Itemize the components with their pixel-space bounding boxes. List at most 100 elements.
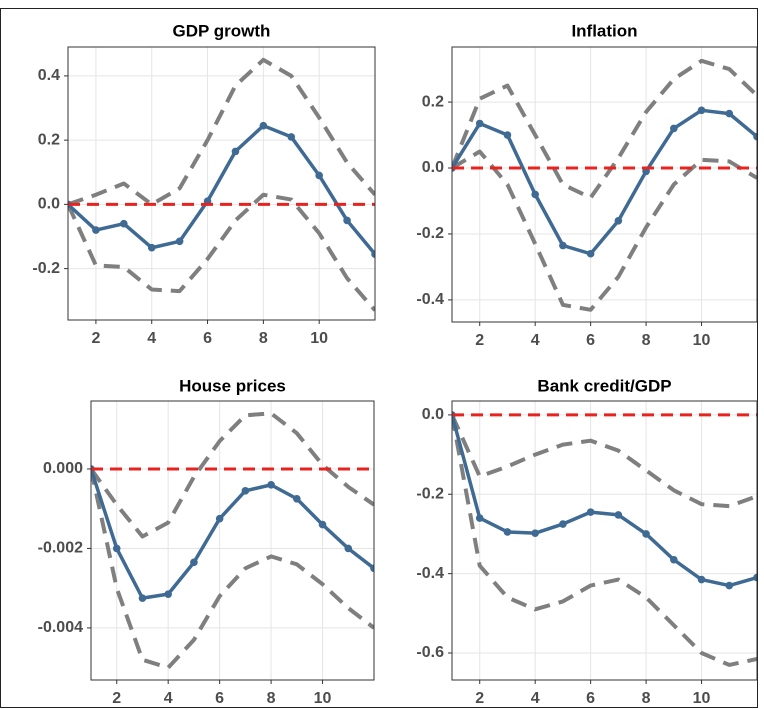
x-tick-label: 8 bbox=[642, 690, 651, 707]
marker bbox=[318, 520, 327, 529]
series-line bbox=[68, 57, 375, 207]
plot-border bbox=[67, 46, 376, 321]
marker bbox=[175, 237, 184, 246]
series-line bbox=[452, 58, 757, 200]
series-line bbox=[452, 149, 757, 312]
y-tick-label: -0.4 bbox=[416, 291, 444, 308]
x-tick-label: 2 bbox=[112, 690, 121, 707]
series-line bbox=[68, 192, 375, 312]
y-tick-label: -0.004 bbox=[38, 619, 83, 636]
marker bbox=[215, 514, 224, 523]
panel-title: Bank credit/GDP bbox=[537, 376, 671, 395]
series-line bbox=[91, 468, 374, 600]
x-tick-label: 6 bbox=[203, 330, 212, 347]
marker bbox=[753, 132, 757, 141]
plot-border bbox=[451, 400, 758, 681]
x-tick-label: 2 bbox=[91, 330, 100, 347]
marker bbox=[241, 487, 250, 495]
x-tick-label: 10 bbox=[310, 330, 328, 347]
marker bbox=[614, 216, 623, 225]
y-tick-label: 0.0 bbox=[38, 196, 60, 213]
marker bbox=[559, 241, 567, 250]
y-tick-label: -0.002 bbox=[38, 540, 83, 557]
marker bbox=[231, 147, 240, 156]
marker bbox=[503, 131, 512, 139]
marker bbox=[259, 121, 268, 130]
marker bbox=[697, 106, 706, 115]
y-tick-label: -0.6 bbox=[416, 644, 444, 661]
marker bbox=[164, 590, 172, 598]
marker bbox=[267, 481, 275, 489]
marker bbox=[371, 250, 375, 258]
panel-title: Inflation bbox=[571, 21, 637, 40]
marker bbox=[120, 219, 128, 228]
x-tick-label: 4 bbox=[531, 690, 540, 707]
panel-title: GDP growth bbox=[173, 21, 271, 40]
plot-border bbox=[90, 400, 375, 681]
y-tick-label: 0.2 bbox=[38, 131, 60, 148]
marker bbox=[531, 529, 539, 537]
plot-area bbox=[91, 401, 374, 680]
x-tick-label: 2 bbox=[475, 690, 484, 707]
marker bbox=[725, 581, 734, 590]
marker bbox=[315, 171, 323, 180]
marker bbox=[147, 243, 156, 252]
series-line bbox=[91, 468, 374, 670]
x-tick-label: 4 bbox=[147, 330, 156, 347]
marker bbox=[287, 133, 296, 141]
x-tick-label: 10 bbox=[314, 690, 332, 707]
series-line bbox=[452, 414, 757, 588]
plot-border bbox=[451, 46, 758, 323]
marker bbox=[697, 575, 706, 584]
marker bbox=[475, 119, 484, 128]
y-tick-label: 0.4 bbox=[38, 67, 60, 84]
marker bbox=[642, 530, 650, 538]
x-tick-label: 6 bbox=[215, 690, 224, 707]
marker bbox=[190, 558, 198, 567]
marker bbox=[670, 124, 678, 133]
x-tick-label: 4 bbox=[531, 332, 540, 349]
marker bbox=[343, 216, 351, 225]
y-tick-label: 0.0 bbox=[422, 159, 444, 176]
marker bbox=[725, 109, 734, 118]
y-tick-label: 0.000 bbox=[43, 460, 83, 477]
plot-area bbox=[452, 47, 757, 322]
marker bbox=[586, 249, 595, 258]
x-tick-label: 10 bbox=[693, 332, 711, 349]
marker bbox=[503, 528, 512, 536]
frame bbox=[0, 8, 758, 708]
plot-area bbox=[452, 401, 757, 680]
x-tick-label: 6 bbox=[586, 332, 595, 349]
marker bbox=[614, 511, 623, 519]
marker bbox=[293, 494, 301, 503]
marker bbox=[138, 594, 147, 602]
x-tick-label: 4 bbox=[164, 690, 173, 707]
y-tick-label: -0.4 bbox=[416, 565, 444, 582]
series-line bbox=[452, 108, 757, 256]
marker bbox=[344, 544, 353, 553]
panel-title: House prices bbox=[179, 376, 286, 395]
marker bbox=[670, 555, 678, 564]
x-tick-label: 8 bbox=[259, 330, 268, 347]
y-tick-label: -0.2 bbox=[416, 485, 444, 502]
y-tick-label: 0.2 bbox=[422, 93, 444, 110]
series-line bbox=[68, 123, 375, 256]
marker bbox=[370, 564, 374, 573]
x-tick-label: 8 bbox=[642, 332, 651, 349]
x-tick-label: 8 bbox=[267, 690, 276, 707]
y-tick-label: -0.2 bbox=[416, 225, 444, 242]
x-tick-label: 10 bbox=[693, 690, 711, 707]
marker bbox=[475, 514, 484, 522]
marker bbox=[531, 190, 539, 199]
marker bbox=[753, 573, 757, 582]
series-line bbox=[452, 414, 757, 667]
y-tick-label: -0.2 bbox=[32, 260, 60, 277]
y-tick-label: 0.0 bbox=[422, 406, 444, 423]
marker bbox=[112, 544, 121, 553]
x-tick-label: 6 bbox=[586, 690, 595, 707]
plot-area bbox=[68, 47, 375, 320]
marker bbox=[586, 508, 595, 516]
marker bbox=[559, 520, 567, 528]
marker bbox=[92, 226, 100, 234]
